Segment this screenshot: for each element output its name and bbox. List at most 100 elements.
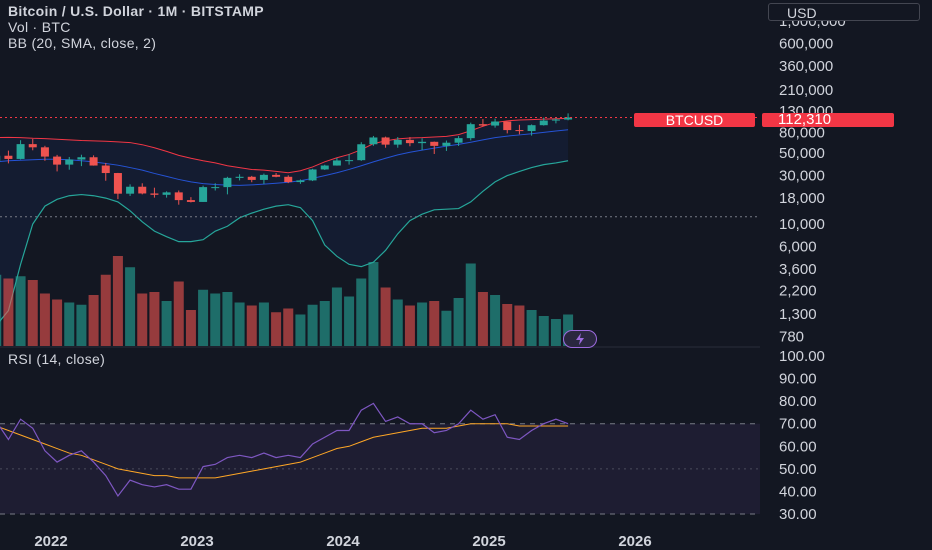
volume-bar bbox=[356, 278, 367, 346]
volume-bar bbox=[258, 302, 269, 346]
time-axis-label: 2024 bbox=[326, 533, 360, 550]
volume-bar bbox=[417, 302, 428, 346]
candle-body bbox=[369, 137, 378, 145]
volume-bar bbox=[27, 280, 38, 346]
candle-body bbox=[40, 147, 49, 157]
candle-body bbox=[186, 200, 195, 202]
price-axis-label: 600,000 bbox=[779, 36, 833, 53]
volume-bar bbox=[380, 287, 391, 346]
flash-icon[interactable] bbox=[563, 330, 597, 348]
price-axis-label: 2,200 bbox=[779, 283, 817, 300]
candle-body bbox=[515, 130, 524, 132]
volume-bar bbox=[368, 262, 379, 346]
candle-body bbox=[393, 139, 402, 145]
rsi-axis-label: 100.00 bbox=[779, 348, 825, 365]
volume-bar bbox=[465, 263, 476, 346]
volume-bar bbox=[100, 274, 111, 346]
time-axis-label: 2023 bbox=[180, 533, 213, 550]
rsi-axis[interactable]: 100.00 90.00 80.00 70.00 60.00 50.00 40.00 30.0… bbox=[779, 348, 825, 523]
price-pane[interactable] bbox=[0, 113, 760, 346]
volume-bar bbox=[3, 278, 14, 346]
candle-body bbox=[211, 187, 220, 189]
candle-body bbox=[405, 139, 414, 144]
volume-bar bbox=[210, 293, 221, 346]
candle-body bbox=[551, 119, 560, 121]
candle-body bbox=[101, 165, 110, 174]
volume-bar bbox=[15, 276, 26, 346]
candle-body bbox=[77, 157, 86, 160]
volume-bar bbox=[331, 287, 342, 346]
time-axis-label: 2025 bbox=[472, 533, 505, 550]
bollinger-lower-line bbox=[0, 160, 569, 322]
volume-bar bbox=[283, 308, 294, 346]
volume-bar bbox=[538, 316, 549, 346]
volume-bar bbox=[0, 274, 2, 346]
volume-bar bbox=[149, 292, 160, 346]
candle-body bbox=[564, 117, 573, 120]
rsi-axis-label: 60.00 bbox=[779, 438, 817, 455]
candle-body bbox=[491, 121, 500, 126]
candle-body bbox=[223, 177, 232, 188]
volume-bar bbox=[514, 305, 525, 346]
price-axis-label: 360,000 bbox=[779, 58, 833, 75]
bollinger-legend[interactable]: BB (20, SMA, close, 2) bbox=[8, 35, 157, 51]
candle-body bbox=[113, 173, 122, 194]
candle-body bbox=[345, 160, 354, 162]
symbol-legend[interactable]: Bitcoin / U.S. Dollar · 1M · BITSTAMP bbox=[8, 3, 264, 19]
volume-bar bbox=[441, 310, 452, 346]
volume-bar bbox=[234, 302, 245, 346]
candle-body bbox=[138, 186, 147, 194]
candle-body bbox=[199, 187, 208, 202]
volume-bar bbox=[307, 304, 318, 346]
price-axis-label: 3,600 bbox=[779, 261, 817, 278]
currency-selector[interactable]: USD bbox=[768, 3, 920, 21]
symbol-price-tag: BTCUSD bbox=[634, 113, 755, 127]
rsi-lines bbox=[0, 402, 569, 498]
volume-legend[interactable]: Vol · BTC bbox=[8, 19, 71, 35]
price-axis-label: 10,000 bbox=[779, 216, 825, 233]
candle-body bbox=[527, 125, 536, 132]
candle-body bbox=[381, 137, 390, 145]
volume-bar bbox=[173, 281, 184, 346]
candle-body bbox=[126, 186, 135, 194]
price-axis-label: 780 bbox=[779, 328, 804, 345]
candle-body bbox=[418, 141, 427, 144]
candle-body bbox=[320, 165, 329, 170]
volume-bar bbox=[161, 301, 172, 346]
volume-bar bbox=[76, 304, 87, 346]
candle-body bbox=[162, 192, 171, 195]
candle-body bbox=[308, 169, 317, 181]
candle-body bbox=[466, 124, 475, 139]
candle-body bbox=[16, 144, 25, 159]
rsi-axis-label: 90.00 bbox=[779, 371, 817, 388]
candle-body bbox=[259, 174, 268, 180]
time-axis[interactable]: 2022 2023 2024 2025 2026 bbox=[34, 533, 651, 550]
price-axis-label: 6,000 bbox=[779, 239, 817, 256]
rsi-axis-label: 50.00 bbox=[779, 461, 817, 478]
volume-bar bbox=[429, 301, 440, 346]
candle-body bbox=[503, 121, 512, 131]
rsi-axis-label: 40.00 bbox=[779, 483, 817, 500]
volume-bar bbox=[185, 310, 196, 346]
rsi-pane[interactable] bbox=[0, 402, 760, 515]
candle-body bbox=[454, 138, 463, 143]
time-axis-label: 2022 bbox=[34, 533, 67, 550]
rsi-ma-line bbox=[0, 423, 569, 479]
rsi-axis-label: 70.00 bbox=[779, 416, 817, 433]
candle-body bbox=[357, 144, 366, 161]
price-axis[interactable]: 1,000,000600,000360,000210,000130,00080,… bbox=[779, 13, 846, 345]
rsi-axis-label: 30.00 bbox=[779, 506, 817, 523]
candle-body bbox=[272, 174, 281, 177]
rsi-axis-label: 80.00 bbox=[779, 393, 817, 410]
volume-bar bbox=[39, 293, 50, 346]
volume-bar bbox=[198, 289, 209, 346]
candle-body bbox=[539, 120, 548, 126]
price-axis-label: 1,300 bbox=[779, 306, 817, 323]
price-axis-label: 210,000 bbox=[779, 82, 833, 99]
volume-bar bbox=[246, 305, 257, 346]
volume-bar bbox=[112, 256, 123, 346]
volume-bar bbox=[453, 298, 464, 346]
rsi-legend[interactable]: RSI (14, close) bbox=[8, 351, 106, 367]
candle-body bbox=[332, 160, 341, 166]
